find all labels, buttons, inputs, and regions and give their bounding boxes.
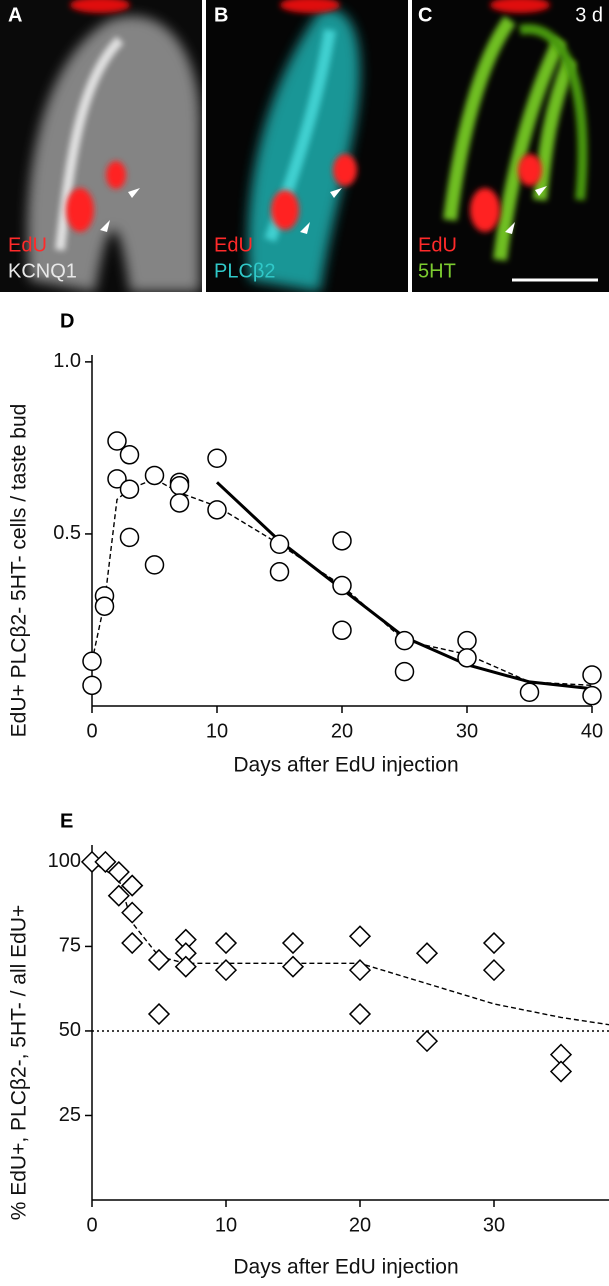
data-point	[144, 465, 165, 486]
data-point	[482, 959, 506, 982]
data-point	[107, 431, 127, 451]
data-point	[332, 575, 352, 596]
panel-label: B	[214, 4, 228, 26]
y-tick-label: 100	[48, 850, 81, 872]
data-point	[214, 931, 238, 955]
data-point	[207, 448, 227, 468]
panel-label: A	[8, 4, 22, 26]
data-point	[147, 1002, 171, 1026]
data-point	[147, 948, 171, 972]
data-point	[269, 534, 290, 555]
y-tick-label: 0.5	[53, 522, 81, 544]
data-point	[119, 527, 140, 548]
y-tick-label: 75	[59, 935, 81, 957]
data-point	[144, 555, 165, 575]
data-point	[169, 493, 190, 513]
y-tick-label: 1.0	[53, 350, 81, 372]
data-point	[121, 874, 144, 897]
data-point	[582, 665, 602, 685]
x-tick-label: 10	[215, 1214, 237, 1236]
data-point	[269, 562, 290, 582]
x-tick-label: 10	[206, 720, 228, 742]
stain-label: EdU	[418, 234, 457, 256]
data-point	[94, 850, 117, 873]
data-point	[457, 630, 477, 651]
x-tick-label: 40	[581, 720, 603, 742]
data-point	[82, 675, 102, 696]
data-point	[119, 479, 140, 499]
y-tick-label: 50	[59, 1019, 81, 1041]
data-point	[394, 630, 415, 651]
micrograph-c	[412, 0, 609, 292]
data-point	[207, 500, 227, 520]
data-point	[82, 651, 102, 672]
fit-line	[91, 861, 609, 1026]
y-axis-label: EdU+ PLCβ2- 5HT- cells / taste bud	[8, 404, 31, 738]
data-point	[519, 682, 540, 702]
data-point	[332, 531, 352, 551]
data-point	[457, 648, 477, 668]
x-axis-label: Days after EdU injection	[233, 1256, 458, 1279]
data-point	[281, 955, 305, 978]
stain-label: EdU	[214, 234, 253, 256]
data-point	[394, 661, 415, 682]
panel-label: D	[60, 310, 74, 332]
data-point	[549, 1060, 573, 1083]
stain-label: 5HT	[418, 260, 456, 282]
data-point	[415, 1030, 439, 1053]
y-axis-label: % EdU+, PLCβ2-, 5HT- / all EdU+	[8, 905, 31, 1221]
data-point	[107, 884, 130, 907]
data-point	[582, 685, 602, 706]
data-point	[482, 931, 506, 955]
x-axis-label: Days after EdU injection	[233, 754, 458, 777]
data-point	[348, 1002, 372, 1026]
x-tick-label: 20	[331, 720, 353, 742]
data-point	[107, 469, 127, 489]
data-point	[121, 901, 144, 924]
x-tick-label: 20	[349, 1214, 371, 1236]
data-point	[174, 955, 197, 978]
data-point	[348, 959, 372, 982]
stain-label: KCNQ1	[8, 260, 77, 282]
stain-label: PLCβ2	[214, 260, 276, 282]
data-point	[107, 860, 130, 884]
panel-label: E	[60, 810, 73, 832]
data-point	[169, 476, 190, 496]
data-point	[94, 596, 115, 616]
data-point	[214, 959, 238, 982]
micrograph-a	[0, 0, 202, 292]
stain-label: EdU	[8, 234, 47, 256]
x-tick-label: 0	[86, 720, 97, 742]
data-point	[415, 942, 439, 965]
x-tick-label: 30	[483, 1214, 505, 1236]
data-point	[281, 931, 305, 955]
y-tick-label: 25	[59, 1104, 81, 1126]
panel-label: C	[418, 4, 432, 26]
data-point	[121, 931, 144, 955]
data-point	[332, 620, 352, 641]
data-point	[119, 445, 140, 465]
micrograph-b	[206, 0, 408, 292]
fit-line	[215, 481, 593, 691]
data-point	[348, 925, 372, 948]
x-tick-label: 0	[86, 1214, 97, 1236]
x-tick-label: 30	[456, 720, 478, 742]
timepoint-label: 3 d	[575, 4, 603, 26]
